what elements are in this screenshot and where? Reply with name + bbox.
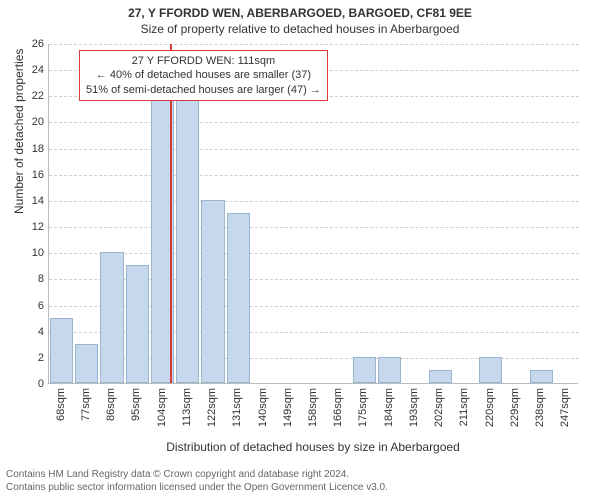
footer-line2: Contains public sector information licen… (6, 481, 388, 494)
y-tick-label: 14 (14, 195, 44, 207)
y-tick-label: 26 (14, 38, 44, 50)
histogram-bar (479, 357, 502, 383)
histogram-bar (353, 357, 376, 383)
x-tick-label: 220sqm (484, 388, 496, 427)
x-tick-label: 211sqm (458, 388, 470, 426)
x-tick-label: 166sqm (332, 388, 344, 427)
gridline (49, 149, 579, 150)
x-tick-label: 184sqm (383, 388, 395, 427)
callout-line1: 27 Y FFORDD WEN: 111sqm (86, 54, 321, 68)
x-tick-label: 229sqm (509, 388, 521, 427)
title-subtitle: Size of property relative to detached ho… (0, 20, 600, 36)
histogram-bar (75, 344, 98, 383)
gridline (49, 44, 579, 45)
x-tick-label: 122sqm (206, 388, 218, 427)
histogram-bar (530, 370, 553, 383)
title-address: 27, Y FFORDD WEN, ABERBARGOED, BARGOED, … (0, 0, 600, 20)
gridline (49, 253, 579, 254)
x-axis-label: Distribution of detached houses by size … (48, 440, 578, 454)
x-tick-label: 175sqm (357, 388, 369, 427)
histogram-chart: Number of detached properties 27 Y FFORD… (48, 44, 578, 414)
histogram-bar (227, 213, 250, 383)
gridline (49, 122, 579, 123)
x-tick-label: 131sqm (231, 388, 243, 427)
y-tick-label: 16 (14, 169, 44, 181)
x-tick-label: 193sqm (408, 388, 420, 427)
gridline (49, 175, 579, 176)
x-tick-label: 202sqm (433, 388, 445, 427)
y-tick-label: 20 (14, 116, 44, 128)
callout-line3: 51% of semi-detached houses are larger (… (86, 83, 321, 97)
histogram-bar (176, 69, 199, 383)
x-tick-label: 77sqm (80, 388, 92, 421)
histogram-bar (429, 370, 452, 383)
callout-line2: ← 40% of detached houses are smaller (37… (86, 68, 321, 82)
y-tick-label: 10 (14, 247, 44, 259)
y-tick-label: 24 (14, 64, 44, 76)
y-tick-label: 22 (14, 90, 44, 102)
histogram-bar (201, 200, 224, 383)
histogram-bar (126, 265, 149, 383)
gridline (49, 201, 579, 202)
y-tick-label: 0 (14, 378, 44, 390)
plot-area: 27 Y FFORDD WEN: 111sqm ← 40% of detache… (48, 44, 578, 384)
x-tick-label: 95sqm (130, 388, 142, 421)
y-tick-label: 18 (14, 143, 44, 155)
y-tick-label: 6 (14, 300, 44, 312)
x-tick-label: 158sqm (307, 388, 319, 427)
gridline (49, 227, 579, 228)
histogram-bar (100, 252, 123, 383)
x-tick-label: 238sqm (534, 388, 546, 427)
footer-line1: Contains HM Land Registry data © Crown c… (6, 468, 388, 481)
x-tick-label: 247sqm (559, 388, 571, 427)
x-tick-label: 86sqm (105, 388, 117, 421)
y-tick-label: 2 (14, 352, 44, 364)
y-tick-label: 8 (14, 273, 44, 285)
callout-box: 27 Y FFORDD WEN: 111sqm ← 40% of detache… (79, 50, 328, 101)
histogram-bar (50, 318, 73, 383)
x-tick-label: 104sqm (156, 388, 168, 427)
x-tick-label: 140sqm (257, 388, 269, 427)
y-tick-label: 4 (14, 326, 44, 338)
x-tick-label: 68sqm (55, 388, 67, 421)
x-tick-label: 149sqm (282, 388, 294, 427)
footer-copyright: Contains HM Land Registry data © Crown c… (6, 468, 388, 494)
x-tick-label: 113sqm (181, 388, 193, 426)
histogram-bar (378, 357, 401, 383)
y-tick-label: 12 (14, 221, 44, 233)
